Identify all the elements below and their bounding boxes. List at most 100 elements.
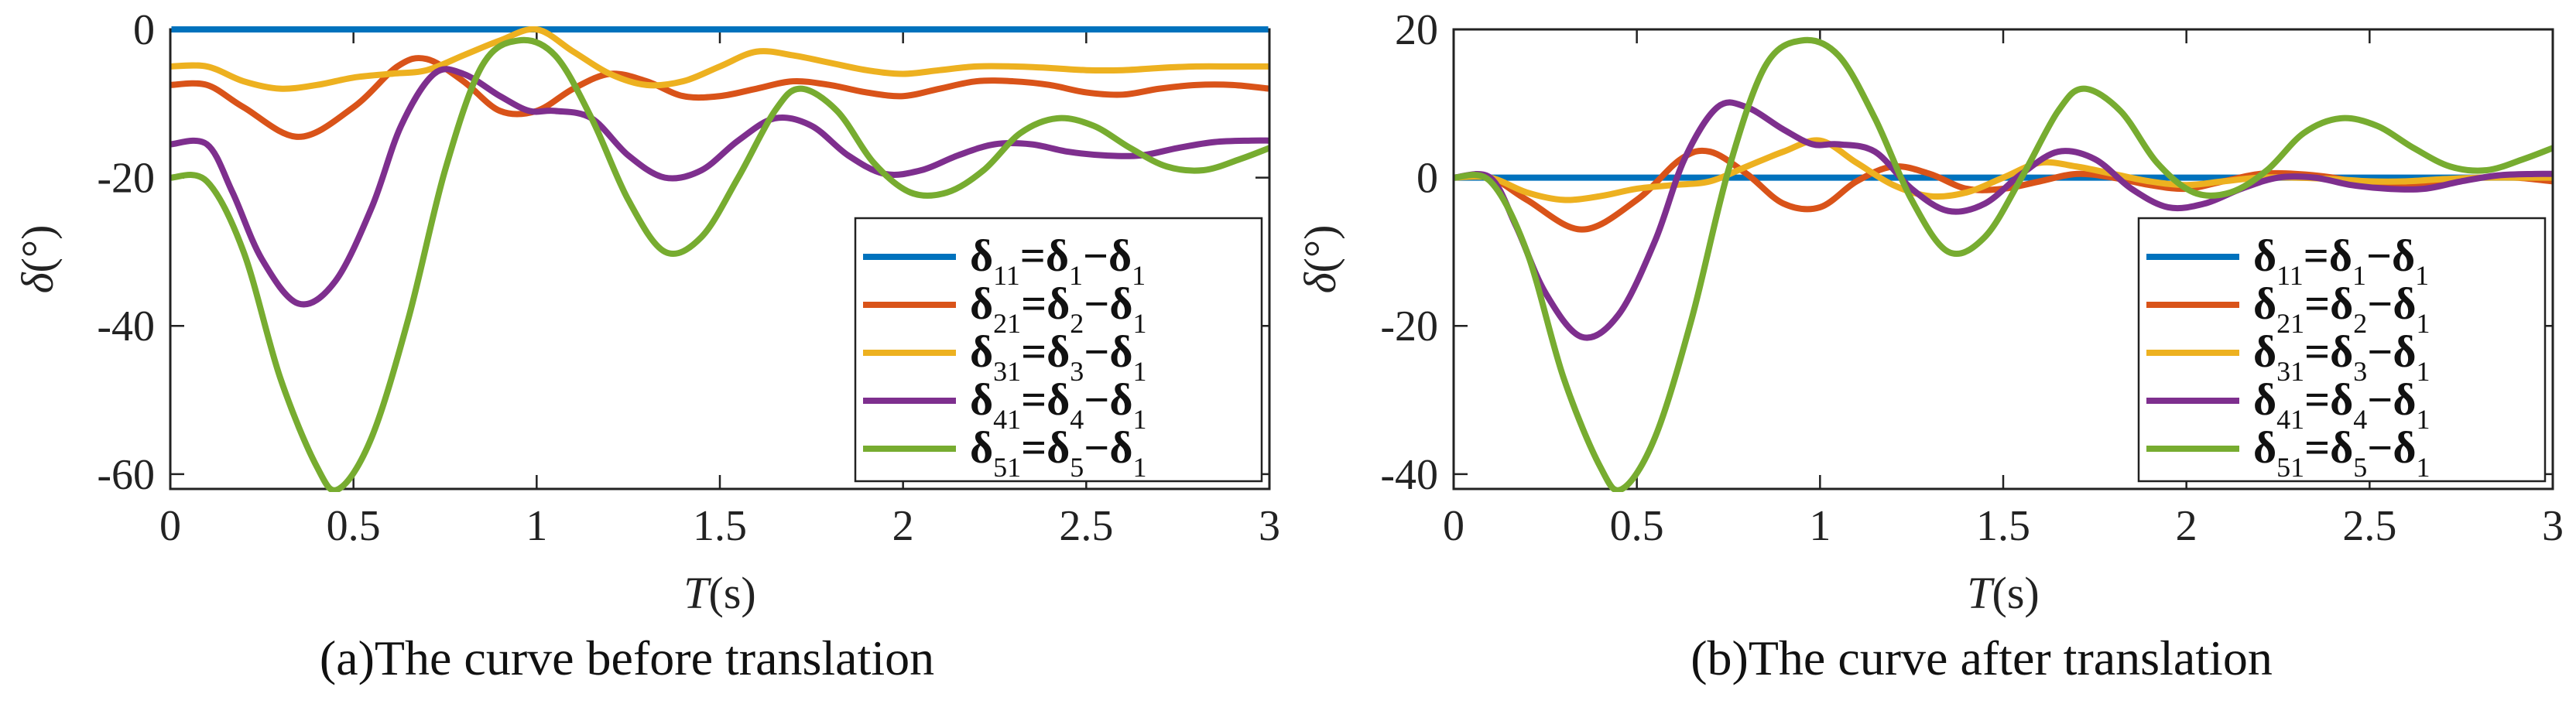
- legend-text-part: =: [1021, 326, 1046, 377]
- legend-subscript: 1: [1132, 308, 1146, 339]
- legend-subscript: 11: [993, 260, 1020, 291]
- legend-text-part: −: [1084, 374, 1109, 425]
- legend-subscript: 2: [1070, 308, 1084, 339]
- legend-text-part: δ: [2253, 422, 2276, 473]
- legend-subscript: 1: [2416, 308, 2430, 339]
- legend-text-part: −: [1083, 231, 1108, 281]
- legend-subscript: 4: [1070, 404, 1084, 435]
- legend-text-part: δ: [970, 326, 993, 377]
- x-tick-label: 1.5: [693, 502, 747, 550]
- legend-subscript: 41: [2276, 404, 2304, 435]
- y-tick-label: 0: [1416, 155, 1438, 203]
- legend-text-part: δ: [1109, 374, 1132, 425]
- legend-subscript: 31: [2276, 356, 2304, 387]
- legend-text-part: δ: [970, 231, 993, 281]
- legend-text-part: =: [1021, 279, 1046, 329]
- legend-subscript: 1: [2416, 356, 2430, 387]
- legend-text-part: δ: [970, 279, 993, 329]
- y-axis-label-unit: (°): [12, 225, 63, 273]
- x-tick-label: 3: [1259, 502, 1280, 550]
- legend-label: δ21=δ2−δ1: [970, 279, 1146, 339]
- series-line-5: [171, 36, 1269, 492]
- x-tick-label: 0: [1443, 502, 1464, 550]
- legend-text-part: =: [2304, 374, 2330, 425]
- chart-a: 0 0.5 1 1.5 2 2.5 30-20-40-60T(s)δ(°) δ11=δ1−δ1…: [12, 6, 1280, 685]
- legend-subscript: 1: [1132, 356, 1146, 387]
- x-tick-label: 2: [2176, 502, 2197, 550]
- chart-caption: (a)The curve before translation: [320, 631, 934, 685]
- legend-text-part: δ: [970, 374, 993, 425]
- legend-subscript: 31: [993, 356, 1021, 387]
- legend-subscript: 51: [2276, 452, 2304, 483]
- y-tick-label: -60: [97, 451, 155, 499]
- y-tick-label: 0: [133, 6, 155, 54]
- series-line-5: [1454, 36, 2552, 492]
- legend-text-part: δ: [1046, 231, 1069, 281]
- legend-text-part: −: [2367, 326, 2393, 377]
- legend-text-part: =: [2304, 279, 2330, 329]
- y-axis-label-variable: δ: [1295, 272, 1345, 293]
- legend-text-part: =: [1021, 422, 1046, 473]
- series-line-4: [1454, 99, 2552, 341]
- legend-text-part: −: [2367, 422, 2393, 473]
- x-axis-label: T(s): [1967, 568, 2039, 618]
- legend-text-part: −: [2367, 279, 2393, 329]
- y-tick-label: -40: [1380, 451, 1438, 499]
- y-tick-label: 20: [1395, 6, 1438, 54]
- legend-label: δ11=δ1−δ1: [970, 231, 1146, 291]
- series-line-3: [1454, 137, 2552, 203]
- x-axis-label-unit: (s): [709, 568, 756, 618]
- legend-subscript: 1: [1132, 404, 1146, 435]
- y-tick-label: -20: [97, 155, 155, 203]
- legend-text-part: δ: [970, 422, 993, 473]
- legend-subscript: 3: [1070, 356, 1084, 387]
- legend-label: δ11=δ1−δ1: [2253, 231, 2429, 291]
- legend-subscript: 1: [1132, 452, 1146, 483]
- legend-text-part: δ: [1046, 422, 1070, 473]
- legend-text-part: =: [1020, 231, 1046, 281]
- legend-text-part: δ: [2330, 326, 2353, 377]
- legend-text-part: =: [2304, 422, 2330, 473]
- legend-subscript: 1: [2352, 260, 2366, 291]
- legend-label: δ31=δ3−δ1: [970, 326, 1146, 387]
- x-tick-label: 2.5: [2342, 502, 2396, 550]
- legend-text-part: δ: [1046, 374, 1070, 425]
- legend-text-part: δ: [2393, 279, 2416, 329]
- y-axis-label-unit: (°): [1295, 225, 1345, 273]
- legend-text-part: −: [1084, 326, 1109, 377]
- legend-text-part: δ: [1109, 422, 1132, 473]
- legend-subscript: 21: [2276, 308, 2304, 339]
- legend-subscript: 5: [1070, 452, 1084, 483]
- legend-text-part: δ: [2330, 422, 2353, 473]
- x-axis-label-variable: T: [1967, 568, 1995, 618]
- x-tick-label: 0.5: [1610, 502, 1664, 550]
- x-tick-label: 0.5: [327, 502, 381, 550]
- legend-subscript: 3: [2353, 356, 2367, 387]
- legend-text-part: δ: [1108, 231, 1132, 281]
- legend-text-part: δ: [1046, 279, 1070, 329]
- legend-text-part: δ: [1046, 326, 1070, 377]
- legend-text-part: δ: [2253, 374, 2276, 425]
- y-tick-label: -40: [97, 302, 155, 350]
- x-tick-label: 2: [892, 502, 914, 550]
- x-tick-label: 1: [526, 502, 547, 550]
- legend-subscript: 41: [993, 404, 1021, 435]
- x-tick-label: 2.5: [1059, 502, 1113, 550]
- legend-text-part: δ: [2330, 374, 2353, 425]
- legend-text-part: −: [2366, 231, 2392, 281]
- x-tick-label: 1.5: [1976, 502, 2030, 550]
- legend-text-part: δ: [2329, 231, 2352, 281]
- x-axis-label: T(s): [683, 568, 755, 618]
- legend-subscript: 21: [993, 308, 1021, 339]
- legend-text-part: −: [2367, 374, 2393, 425]
- legend-label: δ21=δ2−δ1: [2253, 279, 2430, 339]
- legend-subscript: 1: [2416, 452, 2430, 483]
- legend-label: δ51=δ5−δ1: [2253, 422, 2430, 483]
- legend-subscript: 2: [2353, 308, 2367, 339]
- x-tick-label: 3: [2542, 502, 2564, 550]
- legend-subscript: 4: [2353, 404, 2367, 435]
- legend-subscript: 11: [2276, 260, 2304, 291]
- legend-subscript: 1: [2416, 404, 2430, 435]
